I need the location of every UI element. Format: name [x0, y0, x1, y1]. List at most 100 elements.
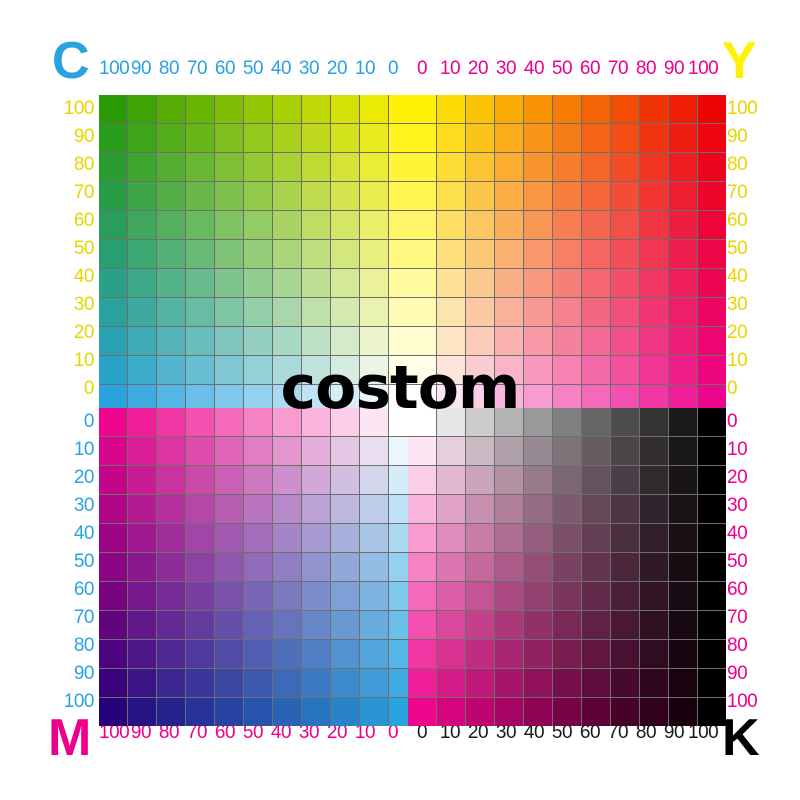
color-swatch [273, 669, 301, 697]
color-swatch [273, 298, 301, 326]
color-swatch [524, 698, 552, 726]
color-swatch [99, 240, 127, 268]
axis-tick: 20 [73, 467, 95, 488]
color-swatch [553, 95, 581, 123]
color-swatch [553, 669, 581, 697]
color-swatch [698, 356, 726, 384]
color-swatch [466, 640, 494, 668]
color-swatch [611, 356, 639, 384]
color-swatch [244, 124, 272, 152]
color-swatch [215, 611, 243, 639]
color-swatch [215, 669, 243, 697]
color-swatch [495, 582, 523, 610]
axis-tick: 10 [727, 350, 748, 371]
color-swatch [273, 553, 301, 581]
color-swatch [437, 437, 465, 465]
color-swatch [669, 408, 697, 436]
color-swatch [157, 640, 185, 668]
color-swatch [437, 640, 465, 668]
axis-right-yellow: 100 90 80 70 60 50 40 30 20 10 0 [727, 95, 773, 403]
color-swatch [553, 437, 581, 465]
axis-tick: 80 [635, 722, 657, 743]
color-swatch [669, 437, 697, 465]
axis-tick: 10 [73, 350, 95, 371]
axis-tick: 100 [727, 691, 758, 712]
color-swatch [698, 611, 726, 639]
color-swatch [698, 524, 726, 552]
color-swatch [244, 524, 272, 552]
color-swatch [331, 240, 359, 268]
color-swatch [128, 269, 156, 297]
axis-tick: 0 [727, 378, 738, 399]
color-swatch [331, 298, 359, 326]
color-swatch [495, 182, 523, 210]
axis-tick: 70 [73, 182, 95, 203]
color-swatch [186, 553, 214, 581]
color-swatch [128, 211, 156, 239]
color-swatch [640, 669, 668, 697]
color-swatch [302, 269, 330, 297]
color-swatch [186, 240, 214, 268]
color-swatch [582, 182, 610, 210]
color-swatch [157, 211, 185, 239]
axis-tick: 30 [298, 722, 320, 743]
color-swatch [553, 211, 581, 239]
axis-bottom-magenta: 100 90 80 70 60 50 40 30 20 10 0 [99, 722, 407, 744]
color-swatch [640, 553, 668, 581]
axis-tick: 20 [326, 58, 348, 79]
color-swatch [669, 495, 697, 523]
axis-tick: 80 [727, 635, 748, 656]
color-swatch [244, 182, 272, 210]
color-swatch [99, 640, 127, 668]
color-swatch [582, 327, 610, 355]
color-swatch [99, 495, 127, 523]
color-swatch [495, 640, 523, 668]
color-swatch [553, 153, 581, 181]
color-swatch [99, 524, 127, 552]
color-swatch [495, 611, 523, 639]
color-swatch [640, 611, 668, 639]
color-swatch [273, 182, 301, 210]
axis-tick: 90 [663, 722, 685, 743]
color-swatch [360, 153, 388, 181]
color-swatch [582, 553, 610, 581]
color-swatch [128, 640, 156, 668]
color-swatch [698, 298, 726, 326]
color-swatch [157, 495, 185, 523]
color-swatch [273, 524, 301, 552]
color-swatch [273, 95, 301, 123]
color-swatch [466, 240, 494, 268]
color-swatch [611, 240, 639, 268]
color-swatch [582, 298, 610, 326]
color-swatch [524, 611, 552, 639]
color-swatch [495, 495, 523, 523]
color-swatch [331, 640, 359, 668]
channel-letter-cyan: C [52, 32, 90, 90]
color-swatch [524, 240, 552, 268]
color-swatch [244, 669, 272, 697]
color-swatch [495, 269, 523, 297]
color-swatch [466, 466, 494, 494]
color-swatch [331, 153, 359, 181]
color-swatch [157, 698, 185, 726]
color-swatch [99, 269, 127, 297]
axis-tick: 100 [727, 98, 758, 119]
color-swatch [99, 124, 127, 152]
color-swatch [215, 211, 243, 239]
color-swatch [360, 669, 388, 697]
color-swatch [273, 124, 301, 152]
color-swatch [186, 524, 214, 552]
color-swatch [698, 269, 726, 297]
axis-tick: 40 [270, 58, 292, 79]
axis-tick: 50 [727, 551, 748, 572]
color-swatch [524, 269, 552, 297]
color-swatch [244, 298, 272, 326]
color-swatch [524, 124, 552, 152]
color-swatch [408, 182, 436, 210]
axis-tick: 50 [242, 58, 264, 79]
axis-tick: 90 [73, 663, 95, 684]
axis-tick: 60 [727, 210, 748, 231]
color-swatch [437, 466, 465, 494]
color-swatch [408, 495, 436, 523]
color-swatch [99, 182, 127, 210]
